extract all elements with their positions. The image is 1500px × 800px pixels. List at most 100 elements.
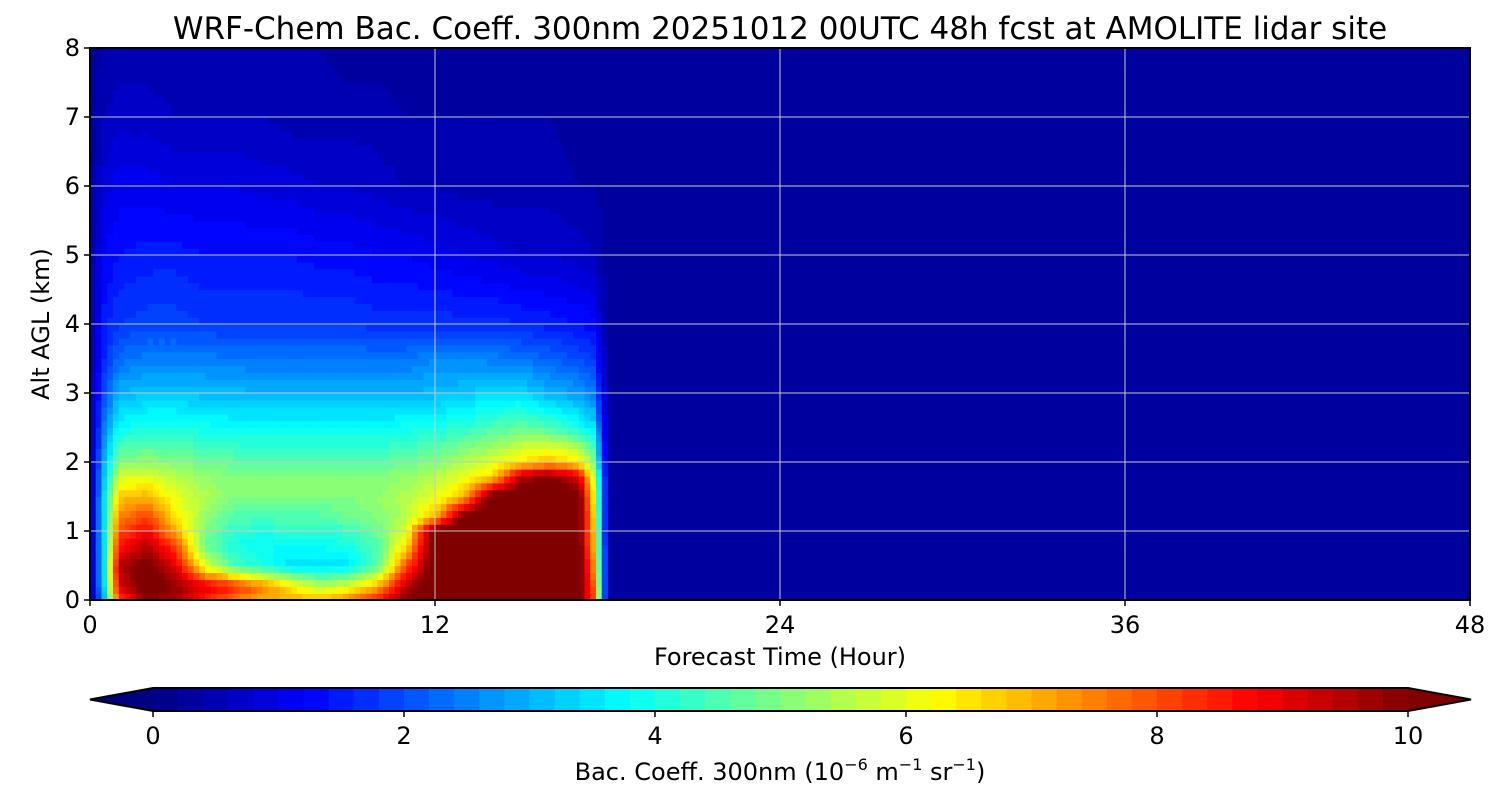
heatmap-cell: [360, 227, 367, 235]
heatmap-cell: [383, 386, 390, 394]
heatmap-cell: [302, 289, 310, 298]
heatmap-cell: [187, 455, 195, 463]
heatmap-cell: [394, 303, 402, 311]
heatmap-cell: [360, 448, 367, 456]
heatmap-cell: [210, 123, 218, 132]
heatmap-cell: [354, 351, 361, 360]
heatmap-cell: [417, 351, 425, 360]
heatmap-cell: [394, 393, 402, 401]
heatmap-cell: [377, 517, 384, 525]
heatmap-cell: [153, 510, 160, 518]
heatmap-cell: [360, 192, 367, 201]
heatmap-cell: [297, 117, 304, 125]
heatmap-cell: [210, 337, 218, 346]
heatmap-cell: [101, 151, 108, 160]
heatmap-cell: [360, 248, 367, 256]
heatmap-cell: [440, 282, 448, 291]
heatmap-cell: [182, 158, 189, 166]
heatmap-cell: [101, 337, 108, 346]
heatmap-cell: [210, 54, 218, 63]
heatmap-cell: [159, 296, 166, 304]
heatmap-cell: [199, 372, 206, 380]
heatmap-cell: [153, 165, 160, 173]
heatmap-cell: [130, 565, 137, 574]
heatmap-cell: [417, 137, 425, 146]
heatmap-cell: [176, 144, 183, 153]
heatmap-cell: [239, 261, 246, 270]
heatmap-cell: [331, 386, 338, 394]
heatmap-cell: [331, 482, 338, 491]
heatmap-cell: [176, 110, 183, 118]
heatmap-cell: [440, 68, 448, 77]
heatmap-cell: [233, 462, 241, 470]
heatmap-cell: [394, 268, 402, 277]
heatmap-cell: [251, 489, 258, 498]
heatmap-cell: [95, 220, 103, 229]
heatmap-cell: [216, 448, 223, 456]
heatmap-cell: [348, 282, 356, 291]
heatmap-cell: [205, 186, 212, 194]
heatmap-cell: [239, 572, 246, 580]
heatmap-cell: [406, 344, 413, 353]
heatmap-cell: [337, 199, 344, 208]
heatmap-cell: [325, 324, 333, 332]
heatmap-cell: [164, 372, 172, 380]
heatmap-cell: [199, 379, 206, 387]
heatmap-cell: [314, 593, 321, 600]
heatmap-cell: [274, 531, 281, 539]
heatmap-cell: [274, 158, 281, 166]
heatmap-cell: [291, 503, 298, 511]
heatmap-cell: [262, 241, 269, 249]
heatmap-cell: [429, 158, 436, 166]
heatmap-cell: [164, 186, 172, 194]
heatmap-cell: [371, 137, 379, 146]
heatmap-cell: [337, 496, 344, 505]
heatmap-cell: [325, 558, 333, 567]
heatmap-cell: [199, 565, 206, 574]
heatmap-cell: [423, 579, 430, 587]
heatmap-cell: [268, 241, 275, 249]
heatmap-cell: [268, 296, 275, 304]
heatmap-cell: [95, 448, 103, 456]
heatmap-cell: [187, 68, 195, 77]
heatmap-cell: [400, 393, 407, 401]
heatmap-cell: [343, 351, 350, 360]
heatmap-cell: [297, 593, 304, 600]
heatmap-cell: [360, 358, 367, 367]
heatmap-cell: [170, 199, 177, 208]
heatmap-cell: [285, 510, 292, 518]
heatmap-cell: [187, 537, 195, 546]
heatmap-cell: [256, 344, 264, 353]
heatmap-cell: [331, 468, 338, 477]
heatmap-cell: [429, 82, 436, 91]
heatmap-cell: [153, 186, 160, 194]
heatmap-cell: [360, 455, 367, 463]
heatmap-cell: [101, 420, 108, 429]
heatmap-cell: [147, 268, 154, 277]
heatmap-cell: [279, 489, 287, 498]
heatmap-cell: [274, 386, 281, 394]
heatmap-cell: [331, 579, 338, 587]
heatmap-cell: [222, 475, 229, 484]
heatmap-cell: [228, 579, 235, 587]
heatmap-cell: [124, 427, 131, 436]
heatmap-cell: [360, 199, 367, 208]
heatmap-cell: [348, 330, 356, 339]
heatmap-cell: [251, 227, 258, 235]
heatmap-cell: [251, 586, 258, 594]
heatmap-cell: [417, 330, 425, 339]
heatmap-cell: [308, 386, 315, 394]
heatmap-cell: [308, 475, 315, 484]
heatmap-cell: [228, 261, 235, 270]
heatmap-cell: [170, 268, 177, 277]
heatmap-cell: [124, 54, 131, 63]
heatmap-cell: [366, 386, 373, 394]
heatmap-cell: [176, 524, 183, 532]
heatmap-cell: [412, 96, 419, 104]
heatmap-cell: [193, 179, 200, 187]
heatmap-cell: [130, 227, 137, 235]
heatmap-cell: [164, 496, 172, 505]
heatmap-cell: [274, 351, 281, 360]
heatmap-cell: [354, 165, 361, 173]
heatmap-cell: [371, 186, 379, 194]
